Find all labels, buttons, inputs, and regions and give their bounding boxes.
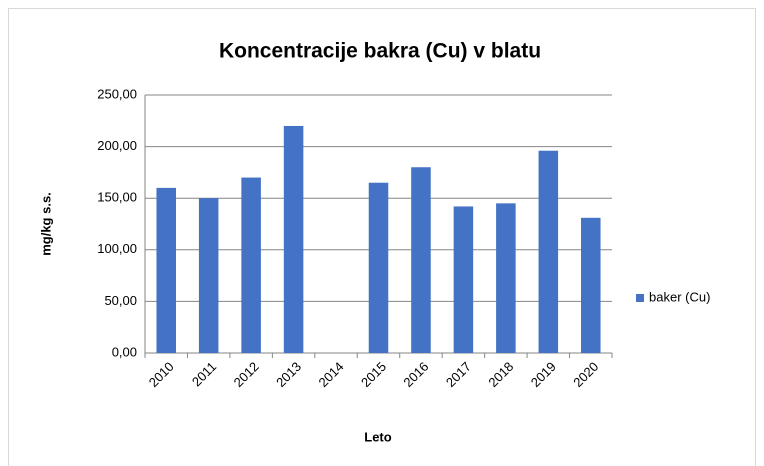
chart-border (8, 8, 756, 466)
bar (496, 203, 516, 353)
bar (538, 150, 559, 353)
bar (368, 182, 389, 353)
bar (156, 187, 176, 353)
y-axis-title: mg/kg s.s. (38, 192, 53, 256)
legend-label: baker (Cu) (649, 289, 710, 304)
chart-title: Koncentracije bakra (Cu) v blatu (219, 40, 541, 63)
y-tick-label: 250,00 (97, 86, 137, 101)
y-tick-label: 100,00 (97, 241, 137, 256)
x-tick-label: 2020 (570, 359, 601, 390)
x-tick-label: 2014 (316, 359, 347, 390)
bar (241, 177, 261, 353)
x-tick-label: 2017 (443, 359, 474, 390)
x-tick-label: 2011 (189, 359, 219, 389)
x-tick-label: 2012 (231, 359, 262, 390)
bar (453, 206, 474, 353)
y-tick-label: 0,00 (112, 344, 137, 359)
bar (581, 217, 601, 353)
x-tick-label: 2015 (358, 359, 389, 390)
x-axis-title: Leto (364, 429, 392, 444)
legend-swatch (636, 294, 644, 302)
y-tick-label: 200,00 (97, 138, 137, 153)
x-tick-label: 2010 (146, 359, 177, 390)
y-tick-label: 50,00 (104, 293, 137, 308)
x-tick-label: 2013 (273, 359, 304, 390)
x-tick-label: 2019 (528, 359, 559, 390)
x-tick-label: 2018 (485, 359, 516, 390)
bar (198, 198, 219, 353)
bar (411, 167, 431, 353)
x-tick-label: 2016 (400, 359, 431, 390)
bar (283, 125, 304, 354)
y-tick-label: 150,00 (97, 190, 137, 205)
